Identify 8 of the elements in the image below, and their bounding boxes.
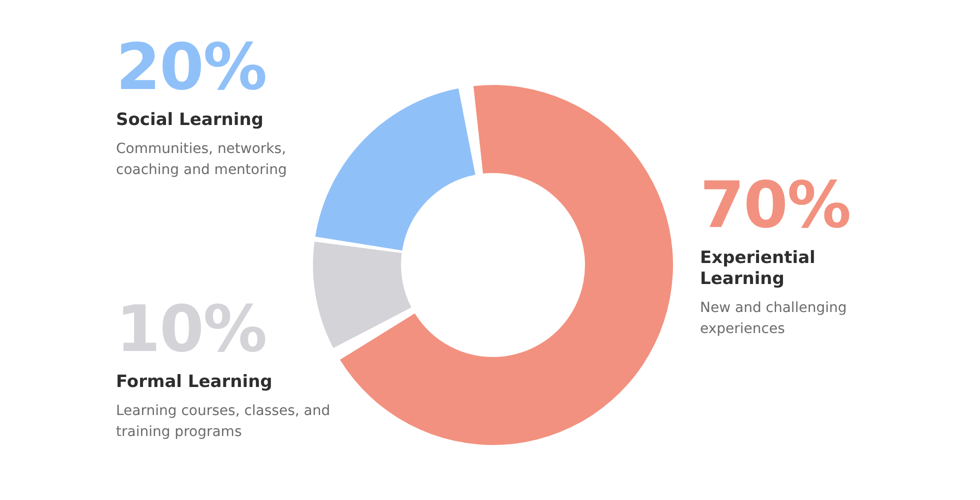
slice-label: Social Learning (116, 110, 264, 131)
data-label: 70% (700, 168, 852, 244)
slice-label: Experiential Learning (700, 248, 816, 290)
data-label: 20% (116, 30, 268, 106)
text: New and challenging experiences (700, 299, 848, 339)
text: Learning courses, classes, and training programs (116, 402, 331, 442)
slice-label: Formal Learning (116, 372, 274, 393)
text: Communities, networks, coaching and mentoring (116, 140, 288, 180)
